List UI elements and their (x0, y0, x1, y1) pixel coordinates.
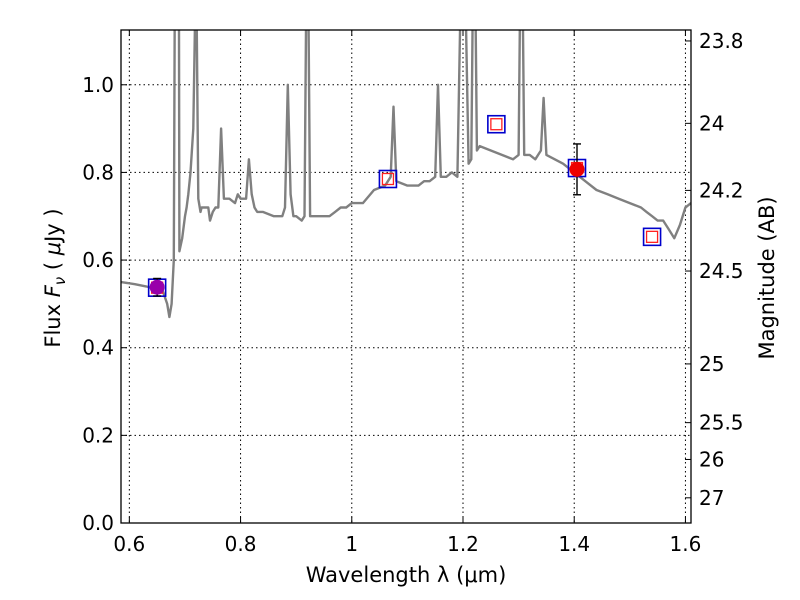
y-axis-label: Flux Fν ( μJy ) (41, 208, 69, 347)
y-tick-label: 0.4 (82, 336, 114, 360)
y-tick-label: 0.8 (82, 160, 114, 184)
y2-tick-label: 24.2 (699, 178, 744, 202)
x-tick-label: 1.4 (558, 532, 590, 556)
model-point-inner (381, 172, 395, 186)
x-tick-label: 1.6 (670, 532, 702, 556)
model-point-outer (487, 114, 506, 134)
plot-area (121, 30, 691, 319)
spectrum-line (121, 30, 691, 319)
axes: 0.6 0.8 1 1.2 1.4 1.6 0.0 0.2 0.4 0.6 0.8 1.0 23.8 24… (82, 29, 743, 556)
x-tick-label: 0.6 (113, 532, 145, 556)
y2-tick-label: 24 (699, 111, 724, 135)
model-point-inner (490, 118, 503, 131)
y2-tick-label: 26 (699, 447, 724, 471)
y2-tick-label: 25.5 (699, 411, 744, 435)
observed-point (569, 161, 585, 177)
plot-frame (120, 29, 692, 524)
y2-axis-label: Magnitude (AB) (755, 196, 779, 359)
x-tick-label: 1.2 (447, 532, 479, 556)
model-point-inner (645, 230, 659, 243)
y-tick-label: 0.6 (82, 248, 114, 272)
y-tick-label: 0.2 (82, 423, 114, 447)
observed-point (149, 279, 165, 295)
y2-tick-label: 24.5 (699, 259, 744, 283)
y2-tick-label: 25 (699, 352, 724, 376)
model-point-outer (378, 169, 398, 189)
y2-tick-label: 23.8 (699, 29, 744, 53)
x-tick-label: 1 (345, 532, 358, 556)
y-tick-label: 0.0 (82, 511, 114, 535)
y2-tick-label: 27 (699, 486, 724, 510)
x-tick-label: 0.8 (225, 532, 257, 556)
model-point-outer (642, 227, 662, 247)
y-tick-label: 1.0 (82, 73, 114, 97)
x-axis-label: Wavelength λ (μm) (306, 563, 507, 587)
